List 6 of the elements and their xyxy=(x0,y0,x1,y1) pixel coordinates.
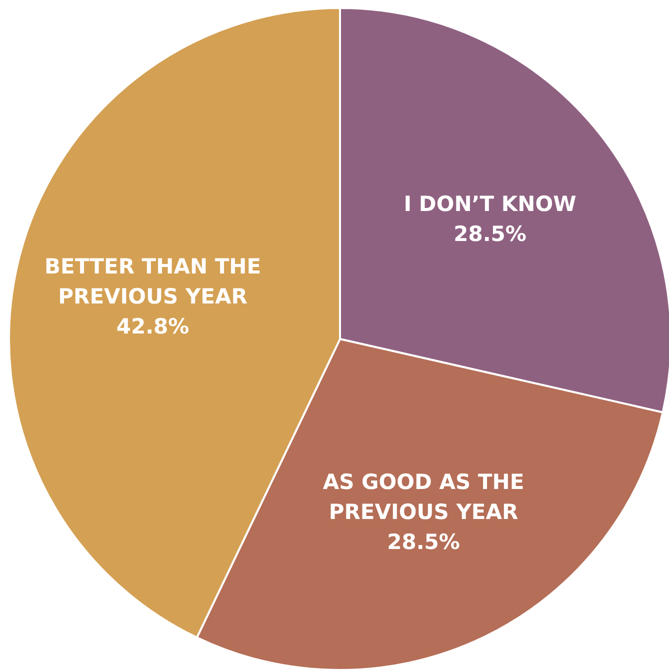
data-label: 42.8% xyxy=(116,314,190,338)
data-label: 28.5% xyxy=(387,530,460,554)
data-label: 28.5% xyxy=(454,222,526,246)
slice-label: BETTER THAN THE PREVIOUS YEAR xyxy=(44,254,262,308)
slice-label: AS GOOD AS THE PREVIOUS YEAR xyxy=(322,470,524,524)
slice-label: I DON’T KNOW xyxy=(404,192,576,216)
